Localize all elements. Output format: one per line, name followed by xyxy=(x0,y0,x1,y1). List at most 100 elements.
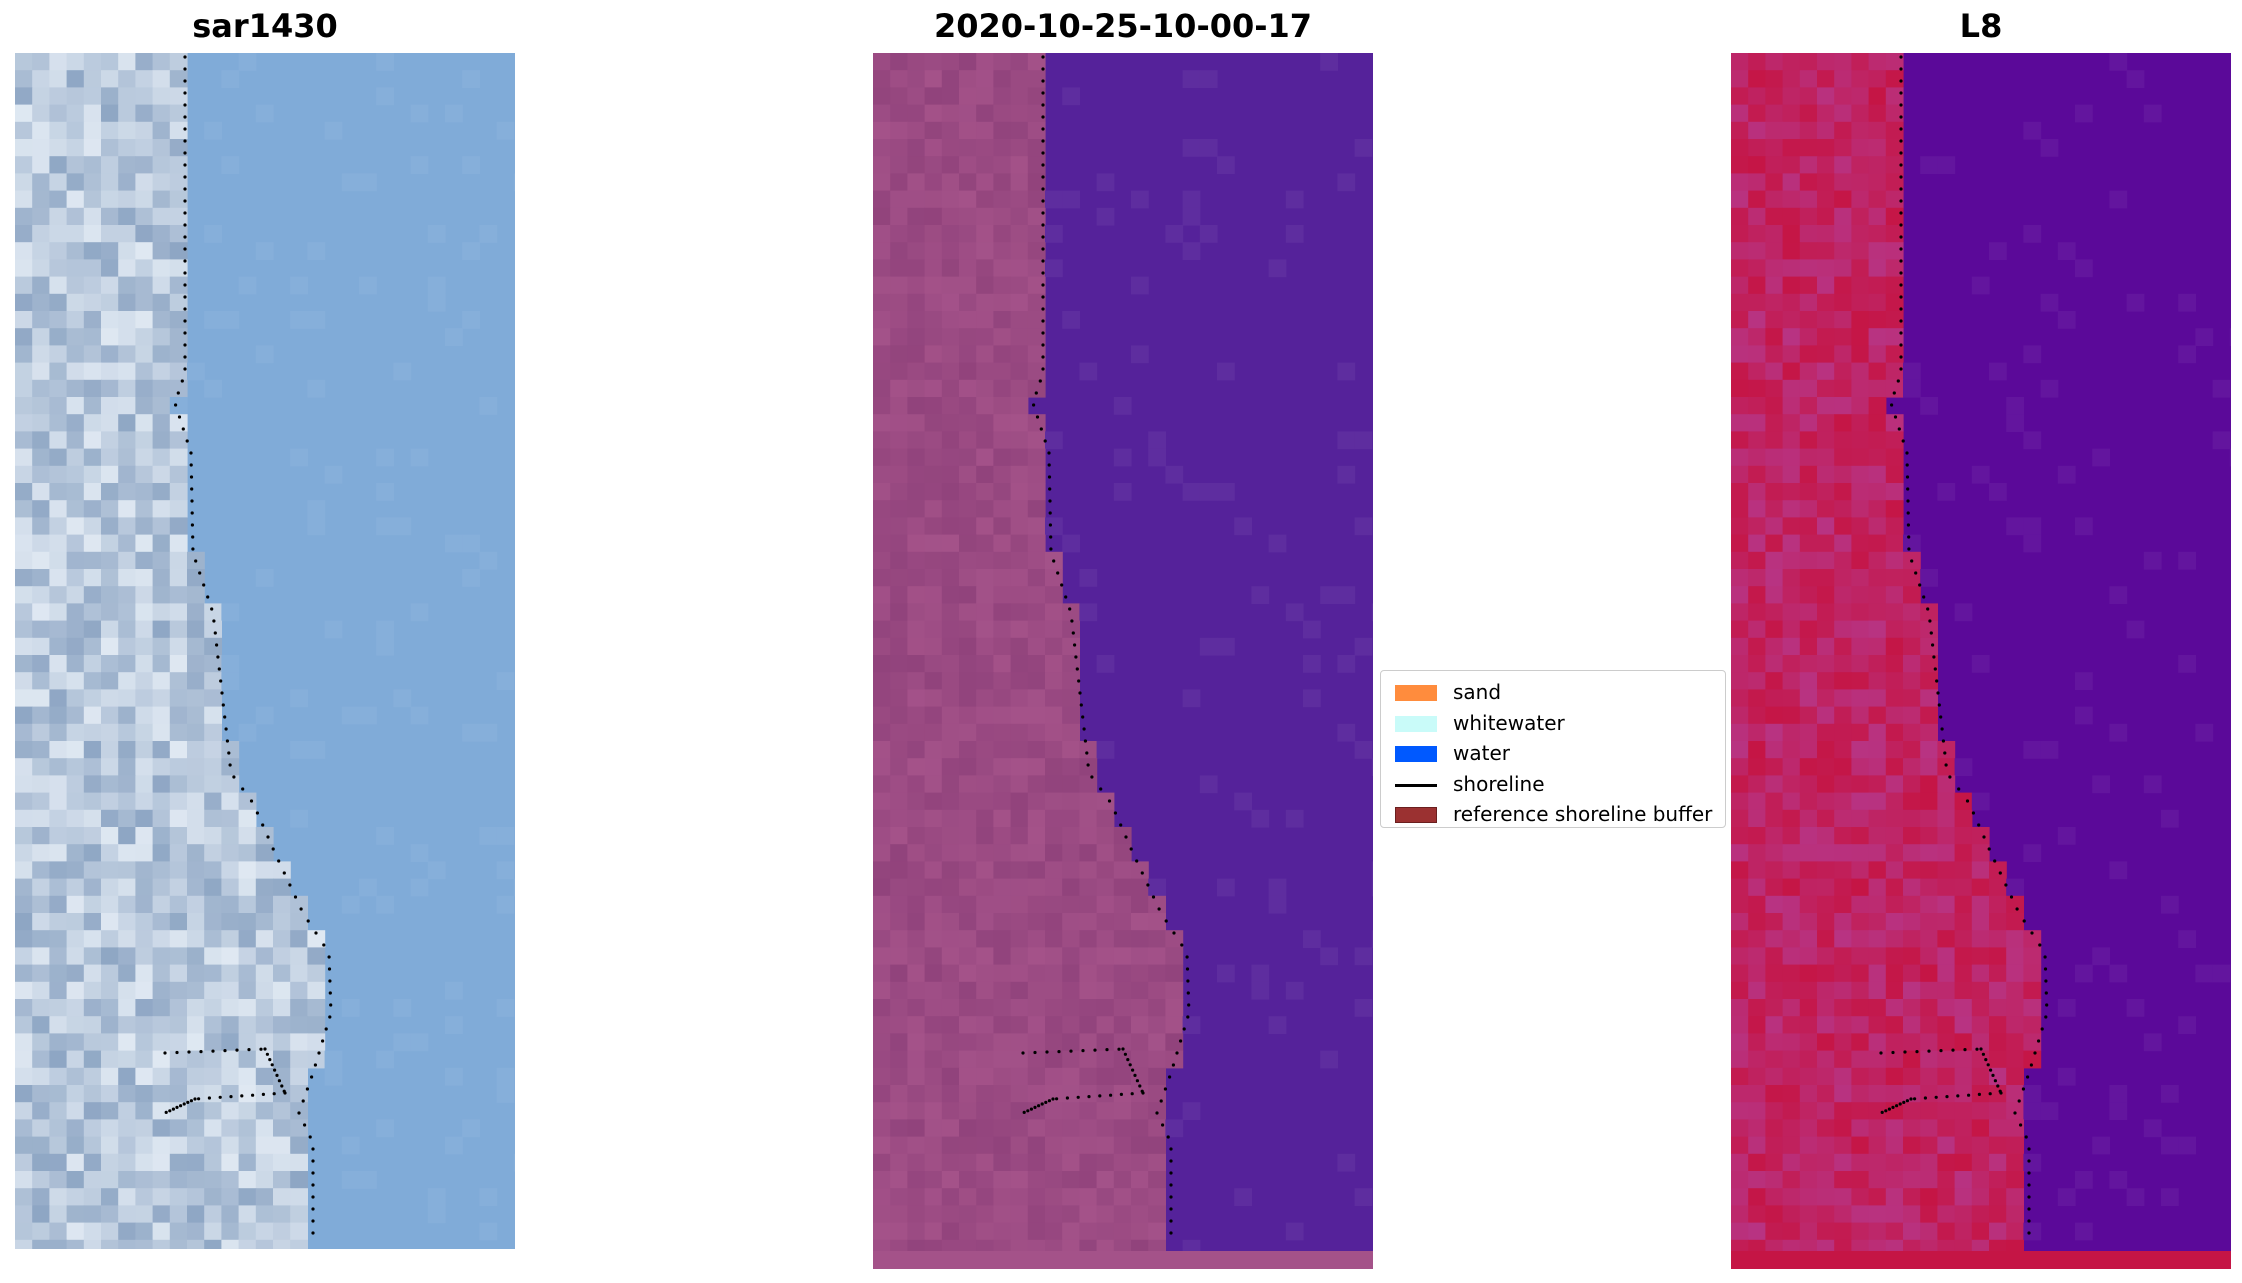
land-pixel xyxy=(1868,637,1887,656)
land-pixel xyxy=(2006,913,2024,931)
water-pixel xyxy=(1285,981,1304,1000)
land-pixel xyxy=(1148,1136,1166,1155)
land-pixel xyxy=(83,207,102,226)
land-pixel xyxy=(1748,809,1766,828)
land-pixel xyxy=(66,1239,85,1249)
land-pixel xyxy=(1731,809,1749,828)
land-pixel xyxy=(1989,1067,2007,1086)
land-pixel xyxy=(924,70,943,88)
water-pixel xyxy=(1354,431,1373,450)
land-pixel xyxy=(1045,930,1063,948)
land-pixel xyxy=(1851,1085,1870,1103)
land-pixel xyxy=(66,293,85,312)
land-pixel xyxy=(1799,190,1818,209)
water-pixel xyxy=(393,999,412,1017)
land-pixel xyxy=(1989,1119,2007,1138)
water-pixel xyxy=(1971,655,1990,673)
water-pixel xyxy=(2040,1102,2059,1120)
land-pixel xyxy=(1731,637,1749,656)
shoreline-point xyxy=(2043,967,2048,971)
land-pixel xyxy=(83,328,102,346)
land-pixel xyxy=(1834,895,1852,914)
land-pixel xyxy=(169,276,188,295)
land-pixel xyxy=(273,861,291,880)
land-pixel xyxy=(1027,345,1046,364)
land-pixel xyxy=(1765,844,1784,862)
land-pixel xyxy=(152,551,171,570)
land-pixel xyxy=(890,672,908,690)
water-pixel xyxy=(496,895,515,914)
shoreline-point xyxy=(1975,1047,1979,1051)
land-pixel xyxy=(873,1153,891,1172)
shoreline-point xyxy=(183,127,187,131)
land-pixel xyxy=(1010,379,1029,398)
land-pixel xyxy=(118,465,136,484)
land-pixel xyxy=(1989,1033,2007,1052)
land-pixel xyxy=(1010,345,1029,364)
land-pixel xyxy=(1027,1188,1046,1206)
land-pixel xyxy=(66,362,85,381)
land-pixel xyxy=(169,328,188,346)
land-pixel xyxy=(15,1085,33,1103)
land-pixel xyxy=(1765,225,1784,243)
water-pixel xyxy=(462,569,480,587)
land-pixel xyxy=(873,827,891,845)
land-pixel xyxy=(1096,1153,1115,1172)
land-pixel xyxy=(959,861,977,880)
land-pixel xyxy=(135,328,154,346)
land-pixel xyxy=(1748,672,1766,690)
land-pixel xyxy=(890,328,908,346)
land-pixel xyxy=(1045,723,1063,742)
water-pixel xyxy=(1199,139,1218,157)
land-pixel xyxy=(1113,999,1132,1017)
land-pixel xyxy=(66,328,85,346)
land-pixel xyxy=(1989,930,2007,948)
shoreline-point xyxy=(311,1219,315,1223)
water-pixel xyxy=(376,517,394,536)
land-pixel xyxy=(152,345,171,364)
land-pixel xyxy=(1010,1033,1029,1052)
land-pixel xyxy=(1851,947,1870,966)
land-pixel xyxy=(993,723,1012,742)
land-pixel xyxy=(993,345,1012,364)
land-pixel xyxy=(1851,276,1870,295)
land-pixel xyxy=(941,1033,960,1052)
water-pixel xyxy=(1320,1050,1338,1069)
land-pixel xyxy=(993,328,1012,346)
land-pixel xyxy=(49,345,68,364)
panel-title-rgb: sar1430 xyxy=(192,7,338,45)
land-pixel xyxy=(66,672,85,690)
land-pixel xyxy=(83,655,102,673)
land-pixel xyxy=(1765,792,1784,811)
land-pixel xyxy=(2006,895,2024,914)
land-pixel xyxy=(1851,706,1870,725)
land-pixel xyxy=(1971,844,1990,862)
shoreline-point xyxy=(190,499,194,503)
land-pixel xyxy=(169,500,188,518)
land-pixel xyxy=(1765,207,1784,226)
land-pixel xyxy=(118,534,136,553)
land-pixel xyxy=(49,173,68,192)
land-pixel xyxy=(941,1222,960,1241)
water-pixel xyxy=(2023,1153,2042,1172)
land-pixel xyxy=(1062,758,1080,776)
land-pixel xyxy=(15,792,33,811)
land-pixel xyxy=(924,827,943,845)
land-pixel xyxy=(1851,517,1870,536)
shoreline-point xyxy=(313,1063,317,1067)
land-pixel xyxy=(976,655,994,673)
land-pixel xyxy=(907,723,926,742)
land-pixel xyxy=(1045,569,1063,587)
land-pixel xyxy=(273,930,291,948)
land-pixel xyxy=(290,1119,308,1138)
land-pixel xyxy=(1851,465,1870,484)
land-pixel xyxy=(204,964,222,983)
water-pixel xyxy=(1268,1016,1287,1034)
land-pixel xyxy=(941,1205,960,1224)
land-pixel xyxy=(1954,878,1973,897)
land-pixel xyxy=(1148,1050,1166,1069)
land-pixel xyxy=(976,1153,994,1172)
land-pixel xyxy=(1113,844,1132,862)
land-pixel xyxy=(15,53,33,71)
land-pixel xyxy=(1027,827,1046,845)
